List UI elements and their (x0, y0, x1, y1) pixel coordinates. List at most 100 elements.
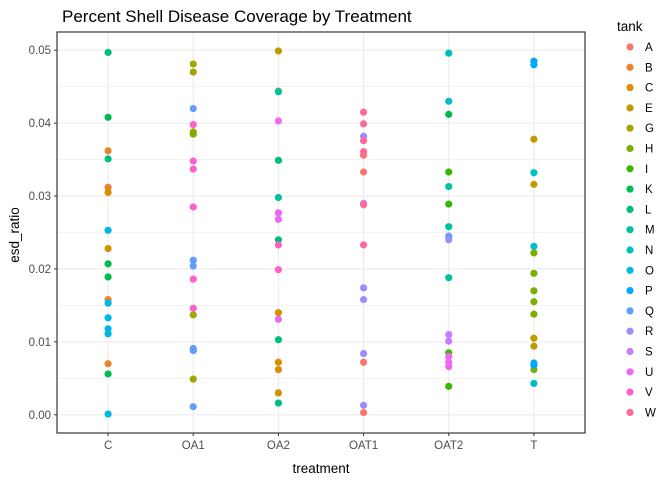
legend-key (626, 266, 634, 274)
data-point (445, 274, 453, 282)
legend-label: S (645, 347, 653, 359)
data-point (530, 298, 538, 306)
data-point (530, 135, 538, 143)
x-tick-label: T (530, 440, 537, 452)
data-point (445, 110, 453, 118)
legend-key (626, 124, 634, 132)
legend-label: B (645, 62, 653, 74)
legend-label: L (645, 204, 652, 216)
data-point (189, 256, 197, 264)
data-point (274, 358, 283, 366)
data-points (104, 47, 538, 418)
legend-key (626, 185, 634, 193)
data-point (359, 137, 368, 145)
legend-key (626, 144, 634, 153)
legend-key (626, 327, 634, 335)
data-point (445, 382, 453, 390)
data-point (274, 156, 283, 164)
y-tick-label: 0.01 (29, 337, 51, 349)
legend-label: R (645, 326, 653, 338)
data-point (359, 201, 368, 209)
data-point (104, 273, 112, 281)
data-point (104, 188, 112, 196)
data-point (359, 147, 368, 156)
x-tick-label: C (104, 440, 112, 452)
data-point (445, 337, 453, 345)
data-point (189, 165, 197, 173)
legend-label: I (645, 164, 648, 176)
data-point (274, 236, 283, 244)
data-point (274, 389, 283, 397)
data-point (445, 236, 453, 244)
data-point (104, 360, 112, 368)
legend-label: E (645, 103, 653, 115)
data-point (274, 117, 283, 125)
data-point (530, 287, 538, 295)
data-point (359, 401, 368, 409)
legend-label: C (645, 83, 653, 95)
legend-label: K (645, 184, 653, 196)
data-point (189, 60, 197, 68)
panel-border-outline (56, 31, 586, 434)
data-point (445, 182, 453, 191)
y-tick-label: 0.02 (29, 264, 51, 276)
data-point (189, 104, 197, 113)
data-point (274, 309, 283, 317)
legend-key (626, 84, 634, 92)
legend-label: V (645, 387, 653, 399)
data-point (530, 379, 538, 388)
data-point (189, 120, 197, 129)
legend-key (626, 205, 634, 213)
data-point (530, 361, 538, 369)
data-point (445, 223, 453, 231)
data-point (104, 299, 112, 307)
x-axis-title: treatment (292, 461, 349, 476)
data-point (274, 241, 283, 249)
data-point (445, 168, 453, 176)
y-tick-label: 0.03 (29, 191, 51, 203)
data-point (359, 408, 368, 417)
data-point (274, 209, 283, 217)
y-axis-title: esd_ratio (7, 207, 22, 263)
data-point (189, 130, 197, 138)
y-tick-label: 0.00 (29, 410, 51, 422)
x-tick-label: OAT2 (434, 440, 463, 452)
data-point (104, 370, 112, 378)
legend-key (626, 347, 634, 356)
legend-key (626, 287, 634, 295)
data-point (445, 330, 453, 339)
data-point (104, 113, 112, 121)
data-point (274, 193, 283, 202)
legend-label: O (645, 265, 654, 277)
data-point (104, 183, 112, 191)
data-point (530, 61, 538, 69)
data-point (445, 363, 453, 371)
legend-key (626, 307, 634, 315)
data-point (359, 349, 368, 358)
x-tick-label: OA1 (182, 440, 205, 452)
legend-label: M (645, 225, 655, 237)
data-point (530, 269, 538, 277)
data-point (104, 260, 112, 268)
data-point (359, 120, 368, 128)
data-point (189, 403, 197, 411)
data-point (274, 88, 283, 96)
data-point (445, 49, 453, 57)
legend-key (626, 408, 634, 416)
legend-label: A (645, 42, 653, 54)
y-tick-label: 0.05 (29, 45, 51, 57)
data-point (530, 310, 538, 318)
data-point (104, 330, 112, 338)
data-point (530, 180, 538, 188)
data-point (274, 47, 283, 55)
legend-key (626, 388, 634, 396)
data-point (359, 284, 368, 292)
legend-key (626, 63, 634, 71)
data-point (104, 325, 112, 333)
data-point (274, 215, 283, 223)
data-point (359, 241, 368, 249)
data-point (274, 266, 283, 274)
data-point (189, 304, 197, 312)
